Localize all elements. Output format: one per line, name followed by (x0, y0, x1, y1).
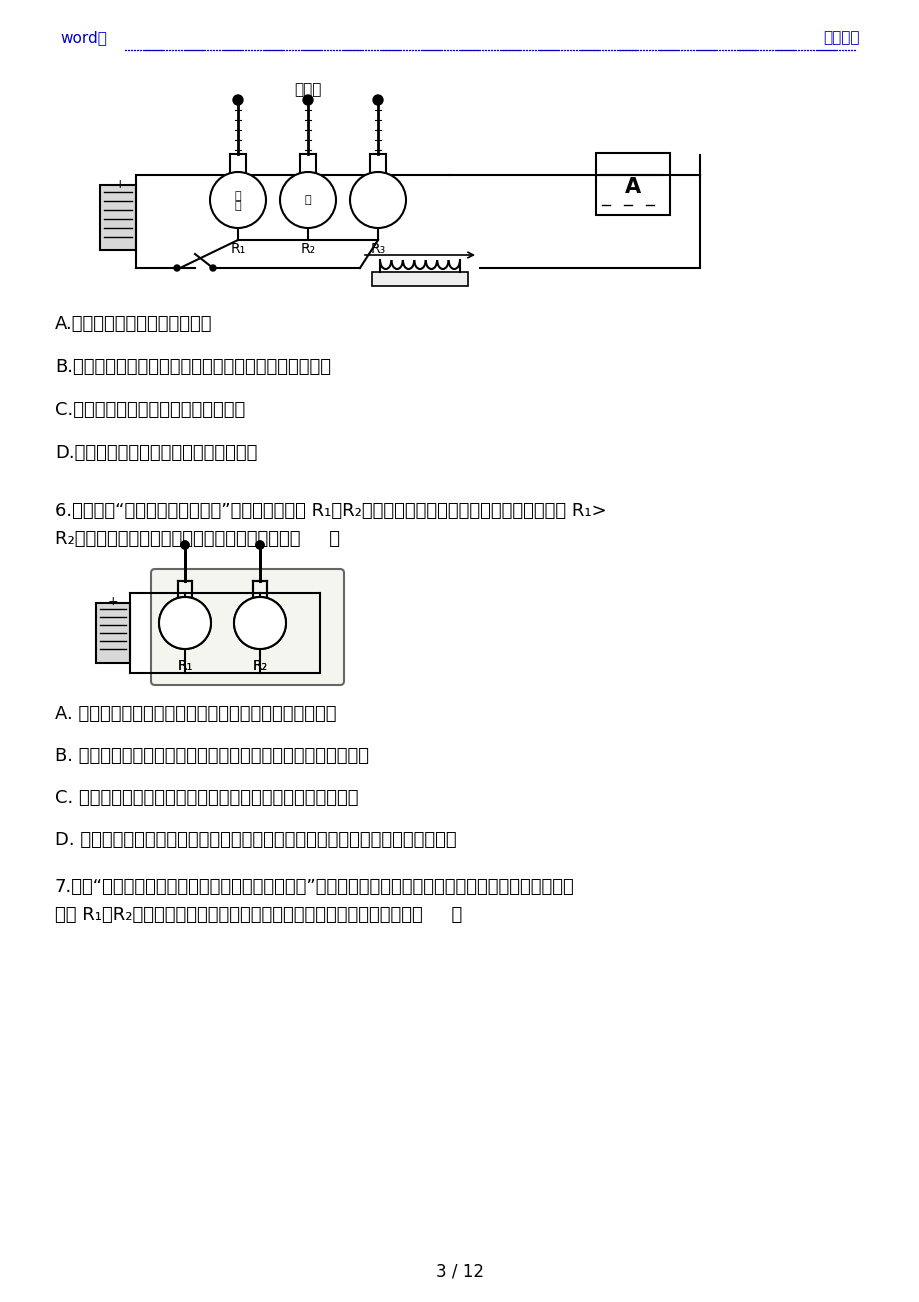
Bar (371, 272, 468, 286)
Text: R₁: R₁ (230, 242, 245, 256)
Text: B. 该装置可以探究电流通过电阴丝产生的热量与电阴大小的关系: B. 该装置可以探究电流通过电阴丝产生的热量与电阴大小的关系 (55, 747, 369, 766)
Circle shape (255, 542, 264, 549)
Circle shape (233, 598, 286, 648)
Text: R₁: R₁ (177, 659, 192, 673)
Text: A.都一定要控制液体的初温相同: A.都一定要控制液体的初温相同 (55, 315, 212, 333)
Circle shape (210, 266, 216, 271)
Text: 水: 水 (304, 195, 311, 204)
Text: R₂，瓶内装入等质量的煎油，下列说法错误的是（     ）: R₂，瓶内装入等质量的煎油，下列说法错误的是（ ） (55, 530, 340, 548)
Text: 电阴 R₁、R₂对容器中的空气进行加热，如图所示。下列说法中正确的是（     ）: 电阴 R₁、R₂对容器中的空气进行加热，如图所示。下列说法中正确的是（ ） (55, 906, 461, 924)
Text: R₂: R₂ (252, 659, 267, 673)
Circle shape (181, 542, 188, 549)
Circle shape (349, 172, 405, 228)
Circle shape (233, 598, 286, 648)
Text: 6.图是探究“影响电流热效应因素”的实验装置，将 R₁、R₂两电阴丝密封在两只完全相同的烧瓶内，且 R₁>: 6.图是探究“影响电流热效应因素”的实验装置，将 R₁、R₂两电阴丝密封在两只完… (55, 503, 606, 519)
Circle shape (210, 172, 266, 228)
FancyBboxPatch shape (151, 569, 344, 685)
Circle shape (159, 598, 210, 648)
Text: 3 / 12: 3 / 12 (436, 1263, 483, 1281)
Text: R₃: R₃ (370, 242, 385, 256)
Text: D. 若要比较水和煎油的比热容大小，只需将一个烧瓶内的煎油换成等质量的水即可: D. 若要比较水和煎油的比热容大小，只需将一个烧瓶内的煎油换成等质量的水即可 (55, 831, 456, 849)
Text: 煎: 煎 (234, 191, 241, 201)
Text: word版: word版 (60, 30, 107, 46)
Text: 初中物理: 初中物理 (823, 30, 859, 46)
Text: R₁: R₁ (177, 659, 192, 673)
Text: A: A (624, 177, 641, 197)
Text: 温度计: 温度计 (294, 82, 322, 98)
Text: 7.探究“电流通过导体时产生的热量与哪些因素有关”时，两个相同的透明容器中密封着质量相等的空气，用: 7.探究“电流通过导体时产生的热量与哪些因素有关”时，两个相同的透明容器中密封着… (55, 878, 574, 896)
Bar (96, 603, 130, 663)
Text: +: + (115, 178, 125, 191)
Circle shape (279, 172, 335, 228)
Circle shape (302, 95, 312, 105)
Text: C. 实验中通过温度计示数的变化来比较电阴丝产生热量的多少: C. 实验中通过温度计示数的变化来比较电阴丝产生热量的多少 (55, 789, 358, 807)
Text: 油: 油 (234, 201, 241, 211)
Bar (100, 185, 136, 250)
Circle shape (255, 542, 264, 549)
Text: D.都要控制所选烧瓶中电阴丝的阙值相等: D.都要控制所选烧瓶中电阴丝的阙值相等 (55, 444, 257, 462)
Text: +: + (108, 595, 119, 608)
Text: R₂: R₂ (252, 659, 267, 673)
Text: A. 烧瓶内选用比热容较小的液体，可以使实验现象更明显: A. 烧瓶内选用比热容较小的液体，可以使实验现象更明显 (55, 704, 336, 723)
Text: R₂: R₂ (301, 242, 315, 256)
Circle shape (233, 95, 243, 105)
Circle shape (159, 598, 210, 648)
Text: B.都是通过温度计示数的变化来反映液体吸收热量的多少: B.都是通过温度计示数的变化来反映液体吸收热量的多少 (55, 358, 331, 376)
Text: C.都要控制所选烧瓶中液体的质量相等: C.都要控制所选烧瓶中液体的质量相等 (55, 401, 245, 419)
Circle shape (174, 266, 180, 271)
FancyBboxPatch shape (596, 154, 669, 215)
Circle shape (181, 542, 188, 549)
Circle shape (372, 95, 382, 105)
